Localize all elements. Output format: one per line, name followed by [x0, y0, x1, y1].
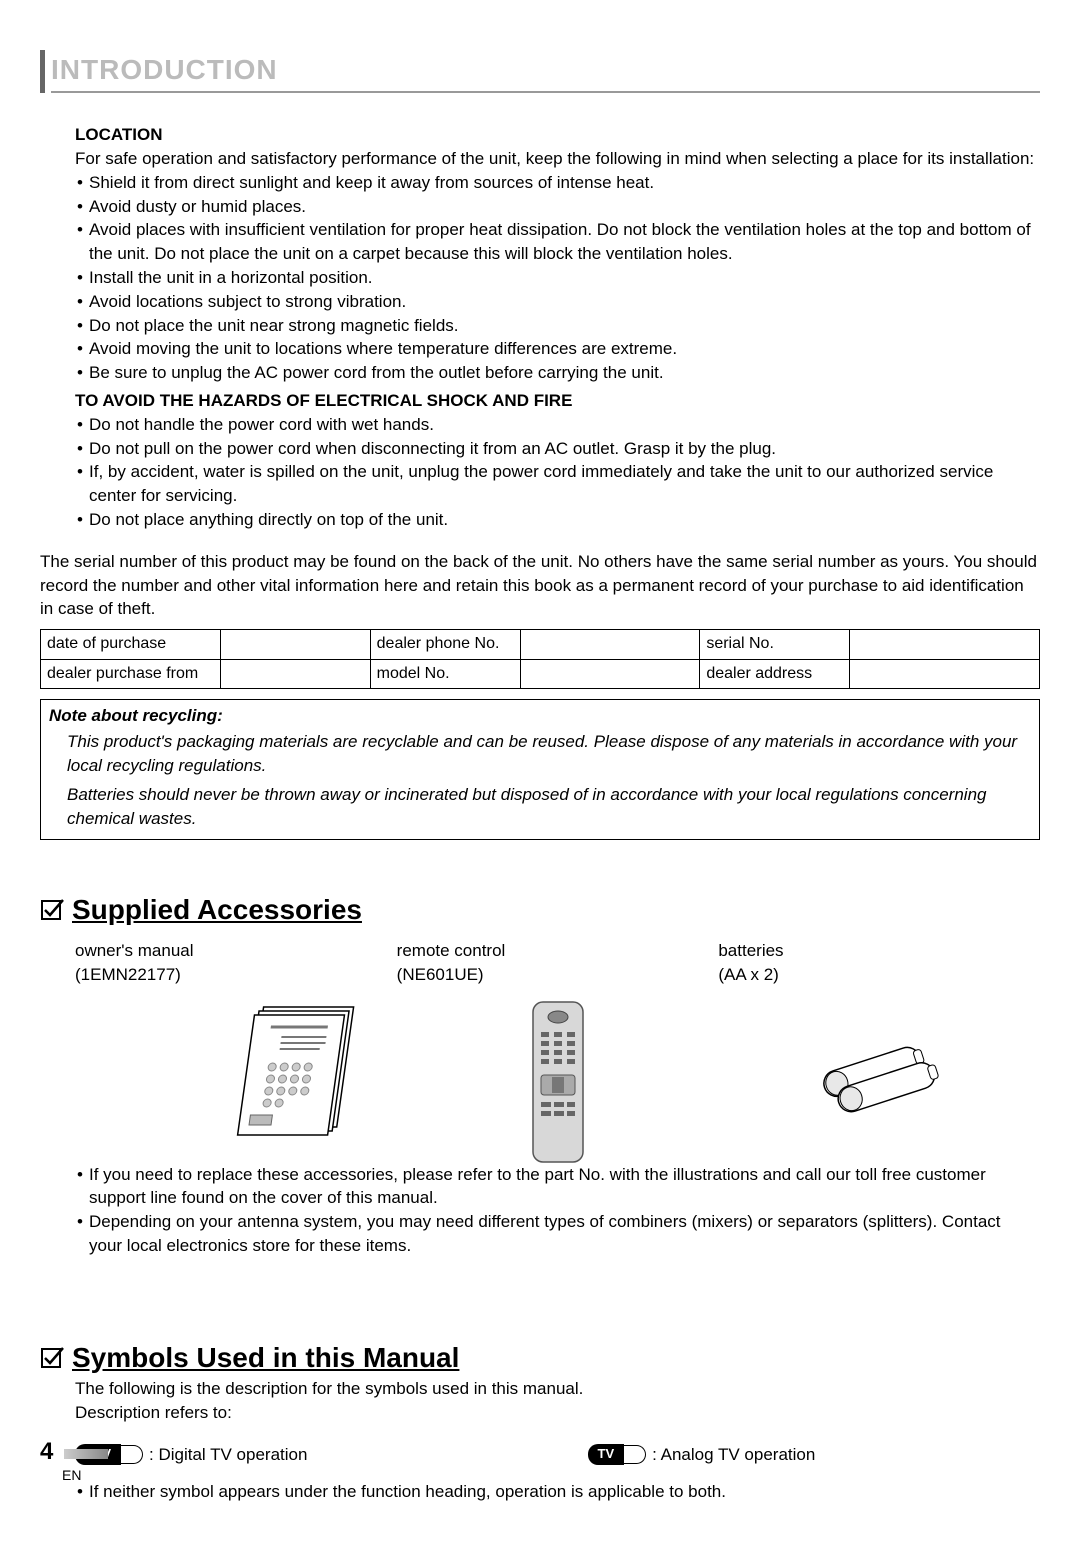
list-item: Do not pull on the power cord when disco…: [75, 437, 1040, 461]
serial-paragraph: The serial number of this product may be…: [40, 550, 1040, 621]
table-cell[interactable]: [520, 659, 700, 688]
table-cell: serial No.: [700, 630, 850, 659]
list-item: Do not place the unit near strong magnet…: [75, 314, 1040, 338]
location-heading: LOCATION: [75, 123, 1040, 147]
accessory-item: owner's manual (1EMN22177): [75, 939, 397, 1157]
hazards-heading: TO AVOID THE HAZARDS OF ELECTRICAL SHOCK…: [75, 389, 1040, 413]
accessory-item: remote control (NE601UE): [397, 939, 719, 1157]
table-cell[interactable]: [520, 630, 700, 659]
heading-text: Supplied Accessories: [72, 890, 362, 929]
table-cell: dealer purchase from: [41, 659, 221, 688]
list-item: Install the unit in a horizontal positio…: [75, 266, 1040, 290]
page-footer: 4 EN: [40, 1435, 108, 1486]
footer-bar: [64, 1449, 108, 1459]
table-cell[interactable]: [850, 659, 1040, 688]
symbols-row: DTV : Digital TV operation TV : Analog T…: [40, 1443, 1040, 1467]
table-cell: date of purchase: [41, 630, 221, 659]
symbols-intro: The following is the description for the…: [75, 1377, 1040, 1401]
table-cell[interactable]: [220, 630, 370, 659]
section-header: INTRODUCTION: [40, 50, 1040, 93]
page-number: 4: [40, 1438, 53, 1465]
checkbox-icon: [40, 897, 64, 921]
tv-badge: TV: [588, 1444, 647, 1464]
accessory-item: batteries (AA x 2): [718, 939, 1040, 1157]
footer-lang: EN: [62, 1466, 108, 1486]
checkbox-icon: [40, 1345, 64, 1369]
list-item: If, by accident, water is spilled on the…: [75, 460, 1040, 508]
symbols-heading: Symbols Used in this Manual: [40, 1338, 1040, 1377]
accessory-sub: (1EMN22177): [75, 963, 397, 987]
list-item: Be sure to unplug the AC power cord from…: [75, 361, 1040, 385]
symbols-note-list: If neither symbol appears under the func…: [40, 1480, 1040, 1504]
accessories-notes: If you need to replace these accessories…: [40, 1163, 1040, 1258]
list-item: If neither symbol appears under the func…: [75, 1480, 1040, 1504]
list-item: Avoid dusty or humid places.: [75, 195, 1040, 219]
list-item: If you need to replace these accessories…: [75, 1163, 1020, 1211]
tv-text: : Analog TV operation: [652, 1443, 815, 1467]
note-body: Batteries should never be thrown away or…: [49, 783, 1031, 831]
location-intro: For safe operation and satisfactory perf…: [75, 147, 1040, 171]
symbols-intro: Description refers to:: [75, 1401, 1040, 1425]
accessory-label: remote control: [397, 939, 719, 963]
list-item: Avoid moving the unit to locations where…: [75, 337, 1040, 361]
accessory-label: batteries: [718, 939, 1040, 963]
heading-text: Symbols Used in this Manual: [72, 1338, 459, 1377]
batteries-icon: [804, 1032, 954, 1122]
manual-icon: [227, 997, 367, 1147]
list-item: Depending on your antenna system, you ma…: [75, 1210, 1020, 1258]
accessory-sub: (AA x 2): [718, 963, 1040, 987]
list-item: Shield it from direct sunlight and keep …: [75, 171, 1040, 195]
list-item: Avoid places with insufficient ventilati…: [75, 218, 1040, 266]
note-title: Note about recycling:: [49, 704, 1031, 728]
hazards-list: Do not handle the power cord with wet ha…: [75, 413, 1040, 532]
table-cell: dealer phone No.: [370, 630, 520, 659]
note-body: This product's packaging materials are r…: [49, 730, 1031, 778]
recycling-note: Note about recycling: This product's pac…: [40, 699, 1040, 840]
accessories-row: owner's manual (1EMN22177): [40, 939, 1040, 1157]
list-item: Do not handle the power cord with wet ha…: [75, 413, 1040, 437]
accessory-label: owner's manual: [75, 939, 397, 963]
record-table: date of purchase dealer phone No. serial…: [40, 629, 1040, 689]
accessories-heading: Supplied Accessories: [40, 890, 1040, 929]
dtv-text: : Digital TV operation: [149, 1443, 307, 1467]
list-item: Do not place anything directly on top of…: [75, 508, 1040, 532]
remote-icon: [523, 997, 593, 1167]
accessory-sub: (NE601UE): [397, 963, 719, 987]
table-cell: model No.: [370, 659, 520, 688]
location-list: Shield it from direct sunlight and keep …: [75, 171, 1040, 385]
header-title: INTRODUCTION: [51, 50, 1040, 93]
table-cell: dealer address: [700, 659, 850, 688]
badge-label: TV: [588, 1444, 625, 1464]
table-cell[interactable]: [850, 630, 1040, 659]
table-cell[interactable]: [220, 659, 370, 688]
list-item: Avoid locations subject to strong vibrat…: [75, 290, 1040, 314]
